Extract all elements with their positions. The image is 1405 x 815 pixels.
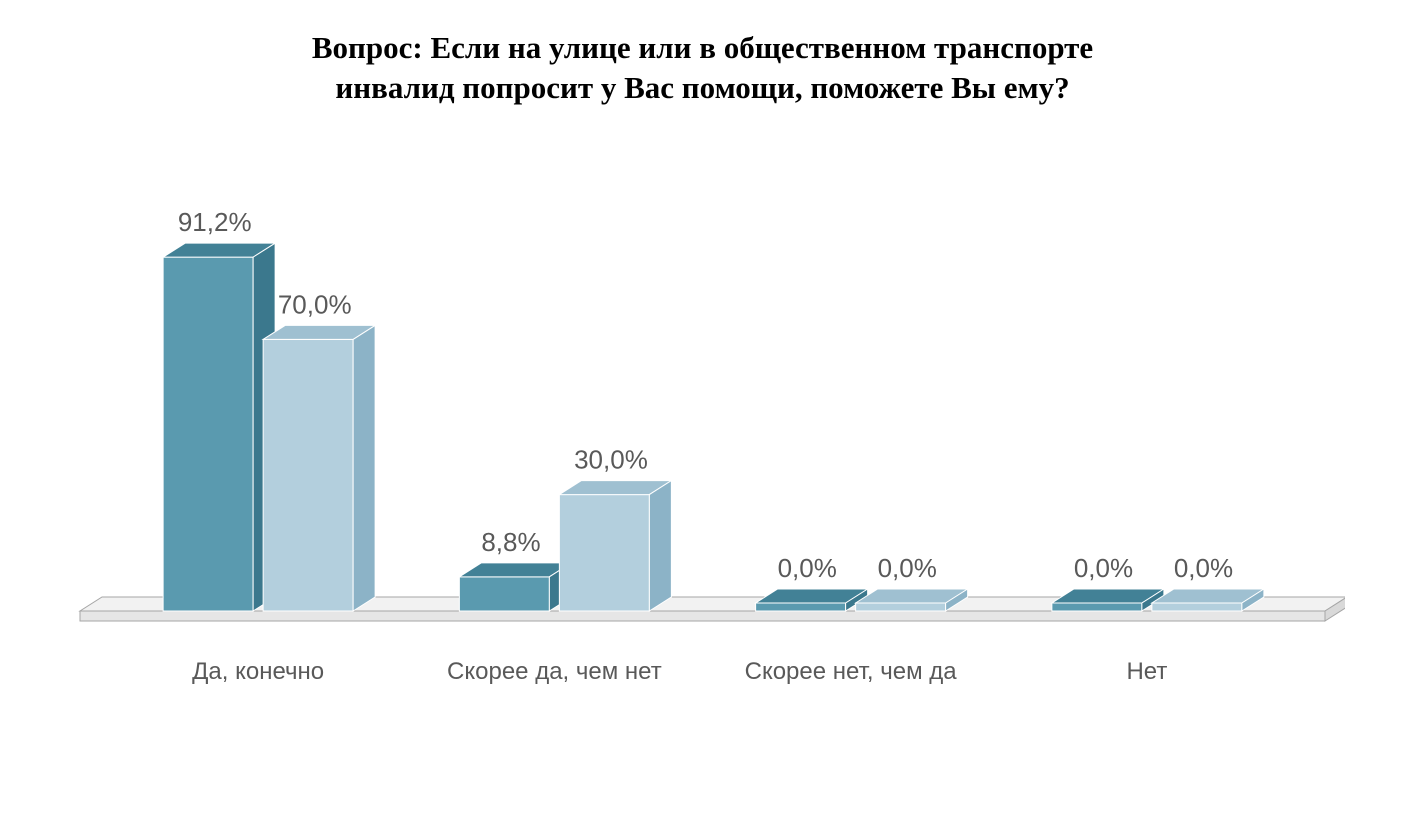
x-axis-labels: Да, конечно Скорее да, чем нет Скорее нет,…	[60, 649, 1345, 749]
bar-data-label: 8,8%	[481, 526, 540, 556]
bar-front	[559, 494, 649, 610]
chart-container: 91,2% 70,0% 8,8% 30,0% 0,0% 0,0% 0,0% 0,0% Да, …	[60, 149, 1345, 749]
bar-front	[163, 257, 253, 611]
title-line-2: инвалид попросит у Вас помощи, поможете …	[335, 70, 1069, 105]
chart-svg: 91,2% 70,0% 8,8% 30,0% 0,0% 0,0% 0,0% 0,0%	[60, 149, 1345, 629]
bar-data-label: 0,0%	[1074, 553, 1133, 583]
x-axis-category-label: Нет	[1017, 657, 1277, 687]
bar-front	[1052, 603, 1142, 611]
x-axis-category-label: Скорее нет, чем да	[721, 657, 981, 687]
bar-front	[1152, 603, 1242, 611]
x-axis-category-label: Да, конечно	[128, 657, 388, 687]
bar-data-label: 0,0%	[878, 553, 937, 583]
chart-floor-front	[80, 611, 1325, 621]
bar-side	[353, 325, 375, 611]
bar-front	[856, 603, 946, 611]
bar-data-label: 70,0%	[278, 289, 352, 319]
bar-data-label: 0,0%	[1174, 553, 1233, 583]
bar-data-label: 0,0%	[778, 553, 837, 583]
bar-front	[459, 576, 549, 610]
bar-front	[263, 339, 353, 611]
bar-front	[756, 603, 846, 611]
bar-data-label: 30,0%	[574, 444, 648, 474]
chart-plot: 91,2% 70,0% 8,8% 30,0% 0,0% 0,0% 0,0% 0,0%	[60, 149, 1345, 629]
chart-title: Вопрос: Если на улице или в общественном…	[0, 0, 1405, 109]
bar-side	[649, 480, 671, 610]
title-line-1: Вопрос: Если на улице или в общественном…	[312, 30, 1093, 65]
bar-data-label: 91,2%	[178, 207, 252, 237]
x-axis-category-label: Скорее да, чем нет	[424, 657, 684, 687]
